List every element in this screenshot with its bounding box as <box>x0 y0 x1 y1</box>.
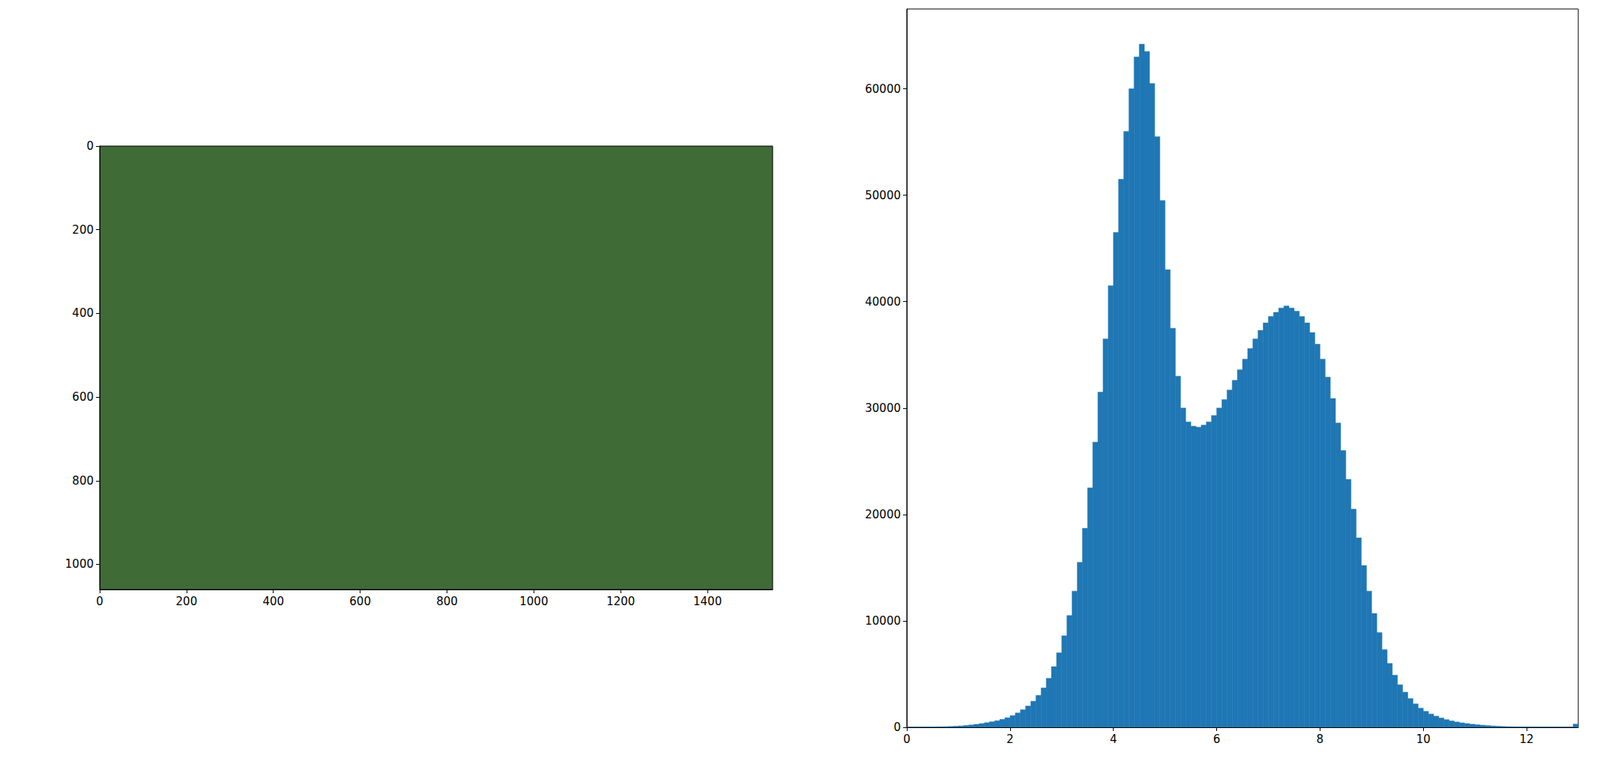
svg-text:10000: 10000 <box>864 614 901 629</box>
svg-text:0: 0 <box>893 720 901 735</box>
svg-text:6: 6 <box>1213 732 1221 747</box>
svg-text:40000: 40000 <box>864 295 901 309</box>
svg-text:800: 800 <box>436 595 458 609</box>
svg-text:12: 12 <box>1519 732 1535 747</box>
svg-text:0: 0 <box>86 139 94 153</box>
svg-text:0: 0 <box>95 595 104 609</box>
svg-text:600: 600 <box>71 390 94 404</box>
svg-text:1000: 1000 <box>519 595 548 609</box>
svg-text:0: 0 <box>903 732 911 747</box>
svg-text:4: 4 <box>1109 732 1118 747</box>
svg-text:30000: 30000 <box>864 401 901 416</box>
svg-text:200: 200 <box>71 223 94 237</box>
svg-text:400: 400 <box>262 595 285 609</box>
svg-text:10: 10 <box>1416 732 1431 747</box>
svg-text:1000: 1000 <box>65 557 94 572</box>
svg-text:400: 400 <box>71 306 94 320</box>
svg-text:800: 800 <box>71 474 94 488</box>
svg-text:1200: 1200 <box>606 595 635 609</box>
svg-text:2: 2 <box>1006 732 1014 747</box>
svg-text:200: 200 <box>176 595 198 609</box>
svg-text:20000: 20000 <box>864 508 901 522</box>
svg-text:60000: 60000 <box>864 82 901 96</box>
svg-text:1400: 1400 <box>693 595 722 609</box>
svg-text:8: 8 <box>1316 732 1325 747</box>
svg-text:50000: 50000 <box>864 188 901 203</box>
svg-text:600: 600 <box>349 595 371 609</box>
